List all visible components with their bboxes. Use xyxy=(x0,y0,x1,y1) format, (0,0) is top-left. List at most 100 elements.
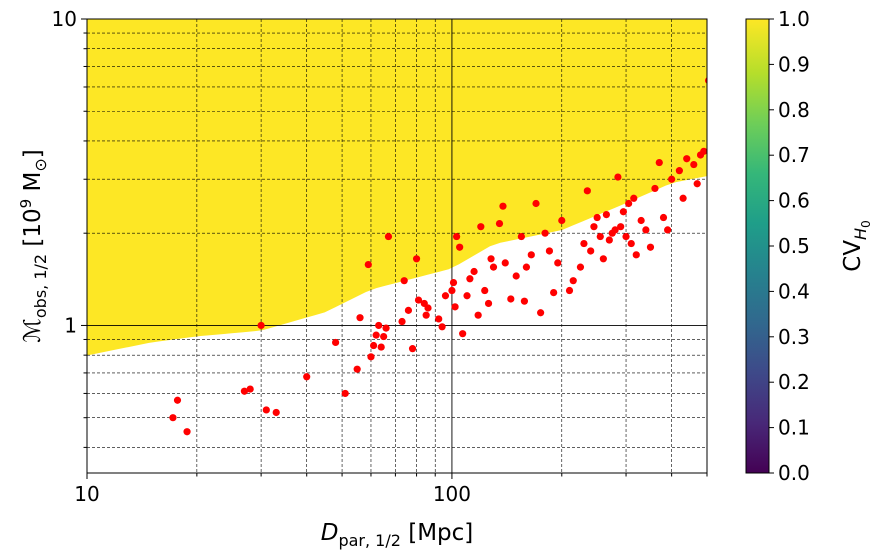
data-point xyxy=(451,303,459,311)
colorbar-label: CVH0 xyxy=(840,220,873,271)
y-tick-label: 10 xyxy=(52,7,77,31)
scatter-points xyxy=(169,77,707,436)
data-point xyxy=(341,389,349,398)
data-point xyxy=(262,406,270,414)
data-point xyxy=(438,323,446,331)
y-axis-ticks: 1 10 xyxy=(52,7,87,448)
data-point xyxy=(257,321,265,330)
colorbar-tick-label: 0.1 xyxy=(778,416,810,440)
data-point xyxy=(372,331,380,339)
heat-band-9 xyxy=(87,19,707,356)
data-point xyxy=(375,321,383,330)
data-point xyxy=(558,216,566,225)
data-point xyxy=(369,341,378,350)
data-point xyxy=(367,353,375,361)
data-point xyxy=(602,211,610,219)
data-point xyxy=(477,223,485,231)
data-point xyxy=(400,277,408,285)
data-point xyxy=(422,311,430,319)
data-point xyxy=(659,213,668,222)
data-point xyxy=(605,236,613,244)
data-point xyxy=(240,387,249,395)
colorbar-tick-label: 0.6 xyxy=(778,189,810,213)
data-point xyxy=(183,428,191,436)
data-point xyxy=(353,365,361,373)
data-point xyxy=(679,194,687,202)
data-point xyxy=(424,304,432,312)
data-point xyxy=(545,247,554,255)
data-point xyxy=(487,255,495,263)
data-point xyxy=(619,208,627,216)
colorbar-tick-label: 0.0 xyxy=(778,461,810,485)
data-point xyxy=(690,160,698,169)
data-point xyxy=(377,343,385,351)
heatmap-layer xyxy=(87,19,707,356)
data-point xyxy=(550,288,558,297)
data-point xyxy=(599,255,607,263)
data-point xyxy=(272,408,280,417)
data-point xyxy=(627,239,635,248)
data-point xyxy=(569,277,577,285)
grid-layer xyxy=(87,19,707,473)
data-point xyxy=(448,286,456,295)
data-point xyxy=(693,180,701,188)
data-point xyxy=(520,297,529,305)
data-point xyxy=(441,292,450,300)
data-point xyxy=(593,213,601,222)
data-point xyxy=(173,396,182,404)
y-axis-label: ℳobs, 1/2 [109 M⊙] xyxy=(17,149,50,342)
colorbar-tick-label: 0.5 xyxy=(778,234,810,258)
plot-area xyxy=(87,19,707,473)
data-point xyxy=(481,286,489,295)
data-point xyxy=(364,260,372,269)
data-point xyxy=(630,194,638,202)
data-point xyxy=(404,306,413,314)
data-point xyxy=(517,232,525,241)
data-point xyxy=(456,243,464,251)
colorbar-tick-label: 1.0 xyxy=(778,7,810,31)
data-point xyxy=(380,332,388,341)
x-tick-label: 100 xyxy=(433,482,471,506)
colorbar-tick-label: 0.8 xyxy=(778,98,810,122)
data-point xyxy=(632,251,640,259)
data-point xyxy=(614,173,622,181)
data-point xyxy=(527,251,535,259)
colorbar-tick-label: 0.2 xyxy=(778,370,810,394)
data-point xyxy=(532,199,540,208)
data-point xyxy=(356,314,364,322)
data-point xyxy=(611,226,619,234)
data-point xyxy=(683,155,691,163)
colorbar-ticks: 0.0 0.1 0.2 0.3 0.4 0.5 0.6 0.7 0.8 0.9 1.0 xyxy=(769,7,810,485)
data-point xyxy=(412,255,421,263)
data-point xyxy=(512,272,520,280)
colorbar-tick-label: 0.3 xyxy=(778,325,810,349)
data-point xyxy=(398,317,406,326)
data-point xyxy=(453,232,461,241)
data-point xyxy=(495,219,504,228)
data-point xyxy=(474,311,482,319)
data-point xyxy=(522,263,531,271)
data-point xyxy=(596,232,604,241)
data-point xyxy=(246,385,254,393)
x-axis-label: Dpar, 1/2 [Mpc] xyxy=(321,520,474,550)
data-point xyxy=(580,239,588,248)
data-point xyxy=(499,202,507,210)
data-point xyxy=(459,330,467,338)
data-point xyxy=(675,167,683,175)
data-point xyxy=(466,275,474,283)
data-point xyxy=(637,216,645,225)
data-point xyxy=(449,278,458,287)
data-point xyxy=(507,295,515,303)
data-point xyxy=(470,267,478,276)
data-point xyxy=(435,315,443,323)
data-point xyxy=(537,309,545,317)
data-point xyxy=(646,243,655,251)
data-point xyxy=(489,263,498,271)
data-point xyxy=(541,229,549,237)
data-point xyxy=(501,259,509,267)
y-tick-label: 1 xyxy=(64,313,77,337)
data-point xyxy=(617,223,625,231)
data-point xyxy=(463,292,471,300)
data-point xyxy=(408,345,417,353)
